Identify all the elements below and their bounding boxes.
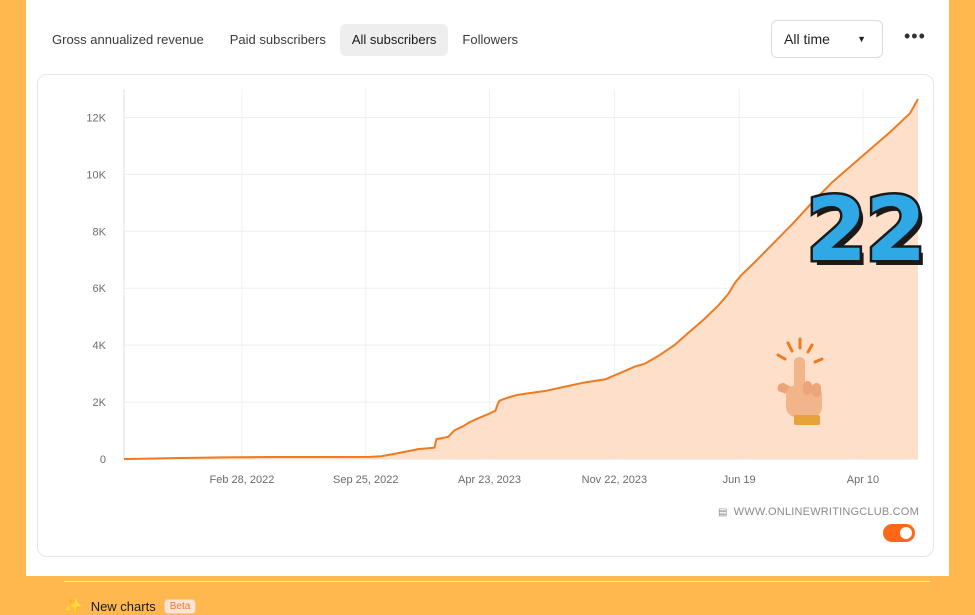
- x-tick-label: Apr 23, 2023: [458, 474, 521, 486]
- toggle-knob: [900, 527, 912, 539]
- x-tick-label: Feb 28, 2022: [209, 474, 274, 486]
- series-area: [124, 99, 918, 459]
- footer-divider: [64, 581, 930, 582]
- y-tick-label: 8K: [93, 226, 107, 238]
- beta-badge: Beta: [163, 598, 197, 614]
- time-range-value: All time: [784, 31, 830, 47]
- x-tick-label: Sep 25, 2022: [333, 474, 398, 486]
- y-tick-label: 2K: [93, 397, 107, 409]
- pointing-hand-icon: [776, 337, 824, 425]
- sparkle-icon: ✨: [64, 598, 83, 615]
- caret-down-icon: ▼: [857, 34, 866, 44]
- tab-paid-subscribers[interactable]: Paid subscribers: [229, 32, 326, 47]
- y-tick-label: 12K: [86, 112, 106, 124]
- watermark: ▤ WWW.ONLINEWRITINGCLUB.COM: [718, 506, 919, 518]
- x-tick-label: Nov 22, 2023: [582, 474, 647, 486]
- time-range-select[interactable]: All time ▼: [771, 20, 883, 58]
- new-charts-text: New charts: [90, 598, 156, 614]
- y-tick-label: 4K: [93, 340, 107, 352]
- x-tick-label: Jun 19: [723, 474, 756, 486]
- tab-gross-annualized-revenue[interactable]: Gross annualized revenue: [52, 32, 204, 47]
- x-tick-label: Apr 10: [847, 474, 879, 486]
- y-tick-label: 10K: [86, 169, 106, 181]
- bookmark-icon: ▤: [718, 507, 728, 518]
- subscribers-chart: 0 2K 4K 6K 8K 10K 12K Feb 28, 2022 Sep 25, 2022 A…: [86, 89, 919, 486]
- tab-followers[interactable]: Followers: [462, 32, 519, 47]
- y-tick-label: 0: [100, 454, 106, 466]
- watermark-text: WWW.ONLINEWRITINGCLUB.COM: [733, 506, 919, 518]
- dashboard-panel: Gross annualized revenue Paid subscriber…: [26, 0, 949, 615]
- tab-all-subscribers[interactable]: All subscribers: [339, 24, 449, 56]
- metric-tabs: Gross annualized revenue Paid subscriber…: [40, 24, 532, 56]
- series-line: [123, 98, 919, 460]
- new-charts-toggle[interactable]: [883, 524, 915, 542]
- y-tick-label: 6K: [93, 283, 107, 295]
- overlay-number: 22: [803, 178, 928, 281]
- new-charts-label: ✨ New charts Beta: [64, 597, 197, 615]
- more-options-button[interactable]: •••: [904, 26, 926, 46]
- chart-card: 0 2K 4K 6K 8K 10K 12K Feb 28, 2022 Sep 25, 2022 A…: [37, 74, 934, 615]
